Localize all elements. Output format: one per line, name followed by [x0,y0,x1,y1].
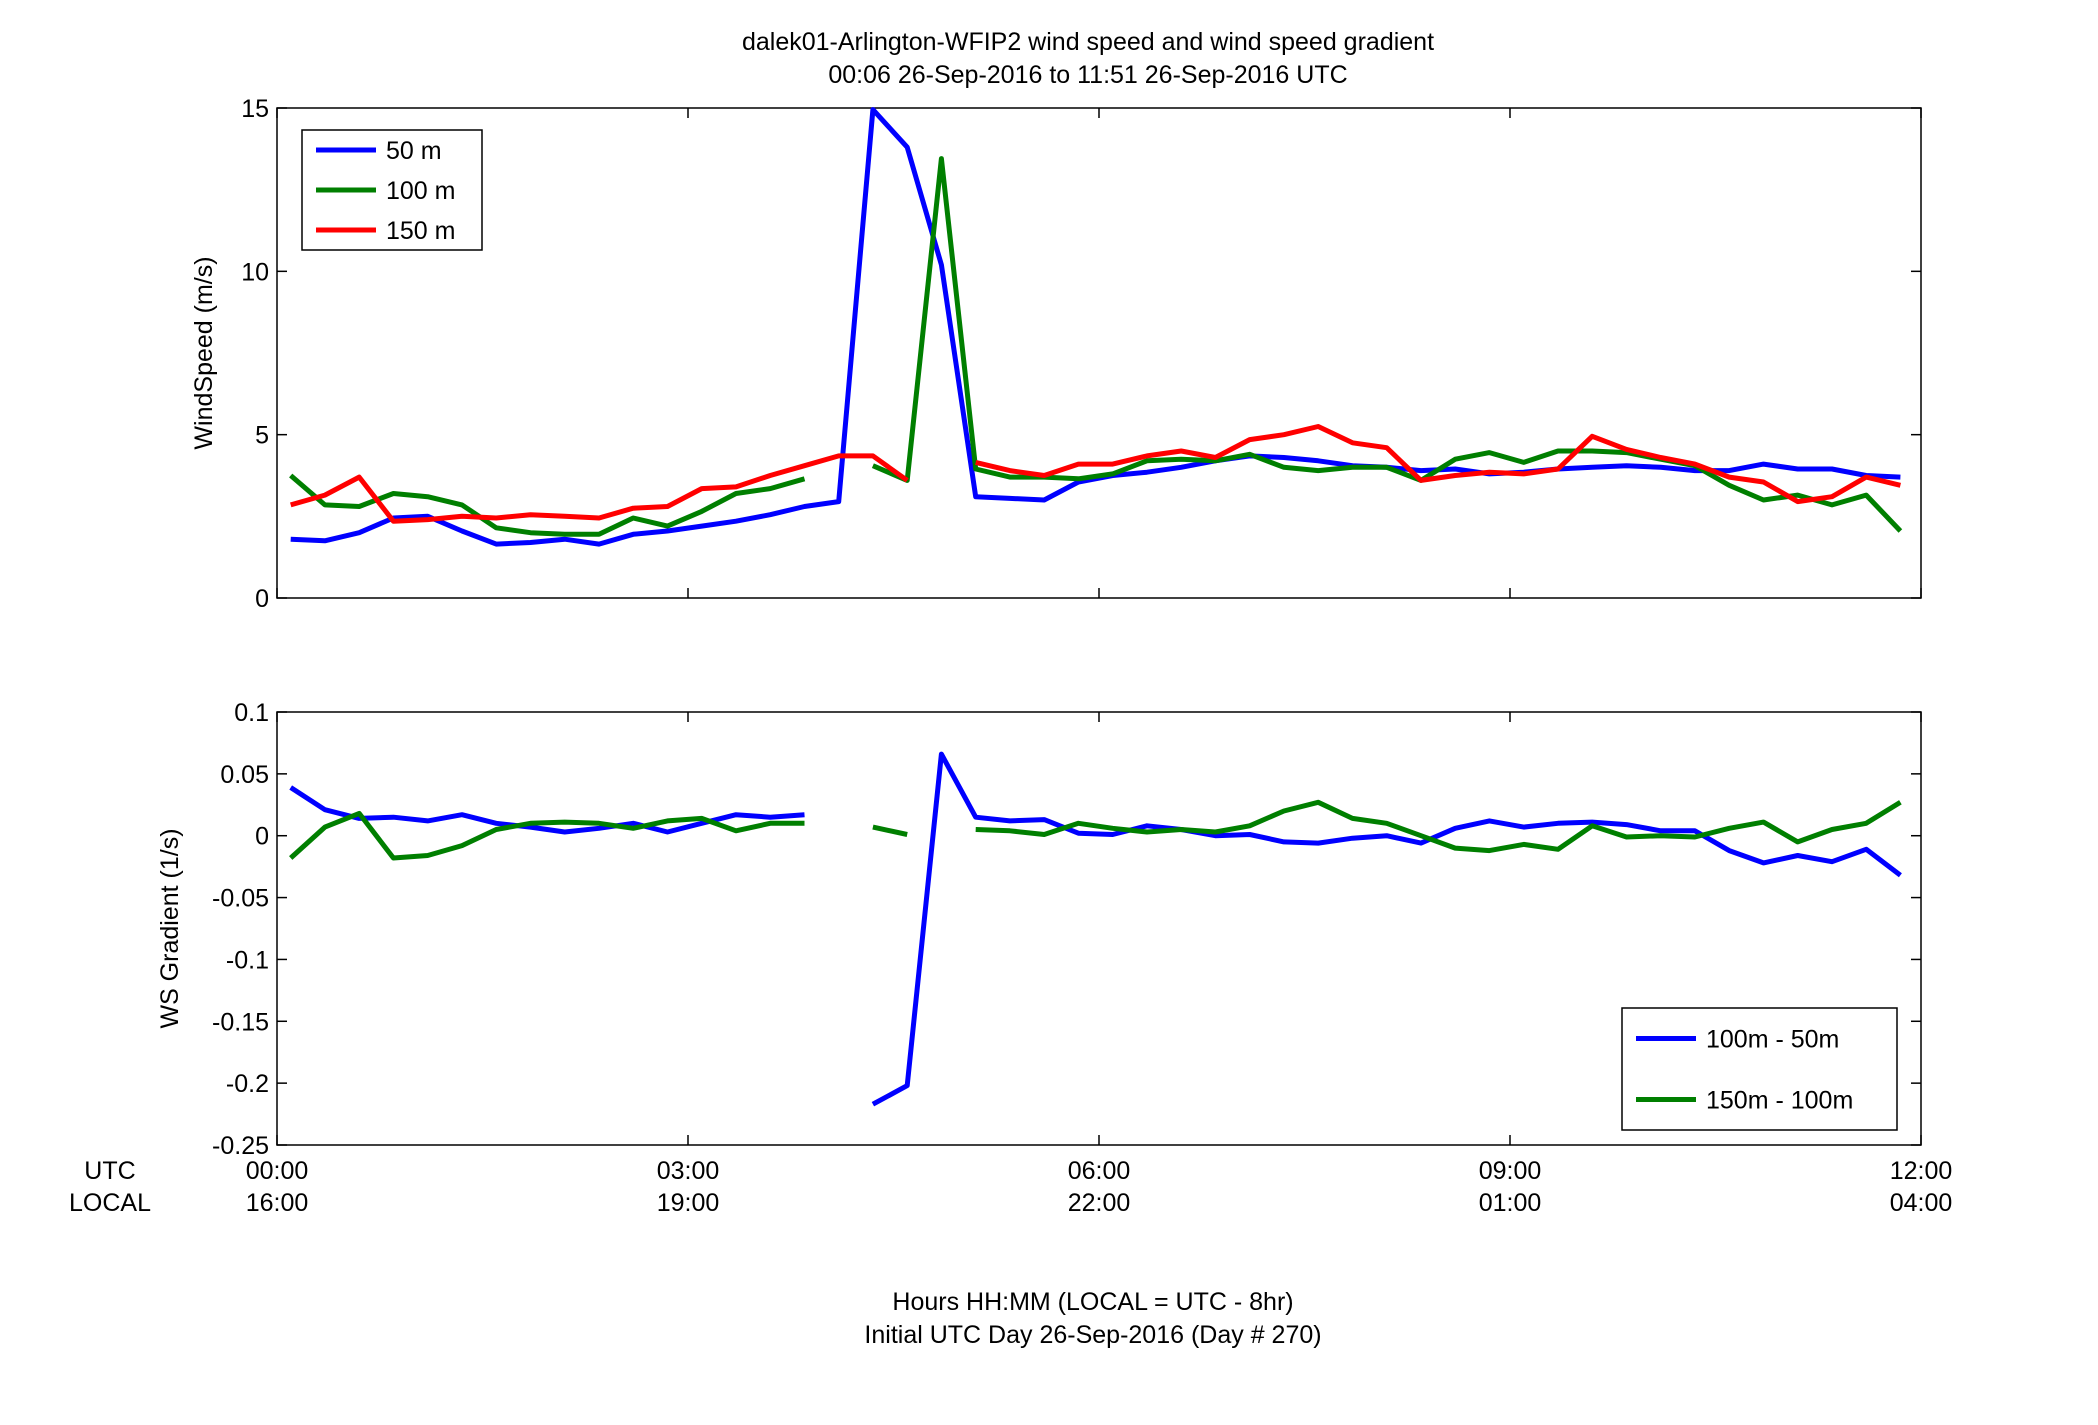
y-tick-label: -0.25 [212,1132,269,1160]
series-3 [290,424,1901,524]
footer-line2: Initial UTC Day 26-Sep-2016 (Day # 270) [864,1321,1321,1349]
y-tick-label: -0.05 [212,885,269,913]
x-tick-label-utc: 06:00 [1068,1157,1131,1185]
x-tick-label-utc: 12:00 [1890,1157,1953,1185]
legend-label: 100m - 50m [1706,1026,1839,1054]
series-line [290,453,909,524]
chart-title-line2: 00:06 26-Sep-2016 to 11:51 26-Sep-2016 U… [828,61,1347,89]
x-tick-label-local: 22:00 [1068,1189,1131,1217]
series-1 [289,751,1902,1107]
legend-label: 50 m [386,137,442,165]
chart-title-line1: dalek01-Arlington-WFIP2 wind speed and w… [742,28,1434,56]
x-tick-label-utc: 00:00 [246,1157,309,1185]
legend-label: 150m - 100m [1706,1087,1853,1115]
y-tick-label: 0 [255,585,269,613]
series-line [289,810,805,861]
plot-area-1 [276,107,1922,599]
panel-2: -0.25 -0.2 -0.15 -0.1 -0.05 0 0.05 0.1 WS Gradie… [156,699,1922,1160]
utc-row-label: UTC [84,1157,135,1185]
legend-label: 150 m [386,217,455,245]
footer-line1: Hours HH:MM (LOCAL = UTC - 8hr) [892,1288,1293,1316]
y-tick-label: 15 [241,95,269,123]
y-tick-label: 0.05 [220,761,269,789]
y-tick-label: 10 [241,258,269,286]
x-tick-label-utc: 03:00 [657,1157,720,1185]
legend-box [1621,1007,1898,1131]
y-tick-label: 0 [255,823,269,851]
series-line [872,824,908,837]
panel-1: 0 5 10 15 WindSpeed (m/s) 50 m 100 m 150 m [190,95,1922,613]
x-tick-label-local: 04:00 [1890,1189,1953,1217]
series-line [975,424,1901,505]
y-tick-label: 5 [255,422,269,450]
x-tick-label-utc: 09:00 [1479,1157,1542,1185]
x-tick-labels: 00:00 16:00 03:00 19:00 06:00 22:00 09:00 01:00… [246,1157,1953,1217]
x-tick-label-local: 19:00 [657,1189,720,1217]
series-line [871,751,1902,1107]
local-row-label: LOCAL [69,1189,151,1217]
x-tick-label-local: 01:00 [1479,1189,1542,1217]
series-2 [289,799,1902,861]
series-line [975,799,1902,854]
legend-2: 100m - 50m 150m - 100m [1621,1007,1898,1131]
y-tick-label: -0.1 [226,946,269,974]
legend-label: 100 m [386,177,455,205]
y-tick-label: -0.2 [226,1070,269,1098]
y-tick-label: 0.1 [234,699,269,727]
y-axis-label: WS Gradient (1/s) [156,828,184,1028]
y-tick-label: -0.15 [212,1008,269,1036]
series-line [289,785,805,835]
x-tick-label-local: 16:00 [246,1189,309,1217]
legend-1: 50 m 100 m 150 m [301,129,483,251]
y-axis-label: WindSpeed (m/s) [190,256,218,449]
